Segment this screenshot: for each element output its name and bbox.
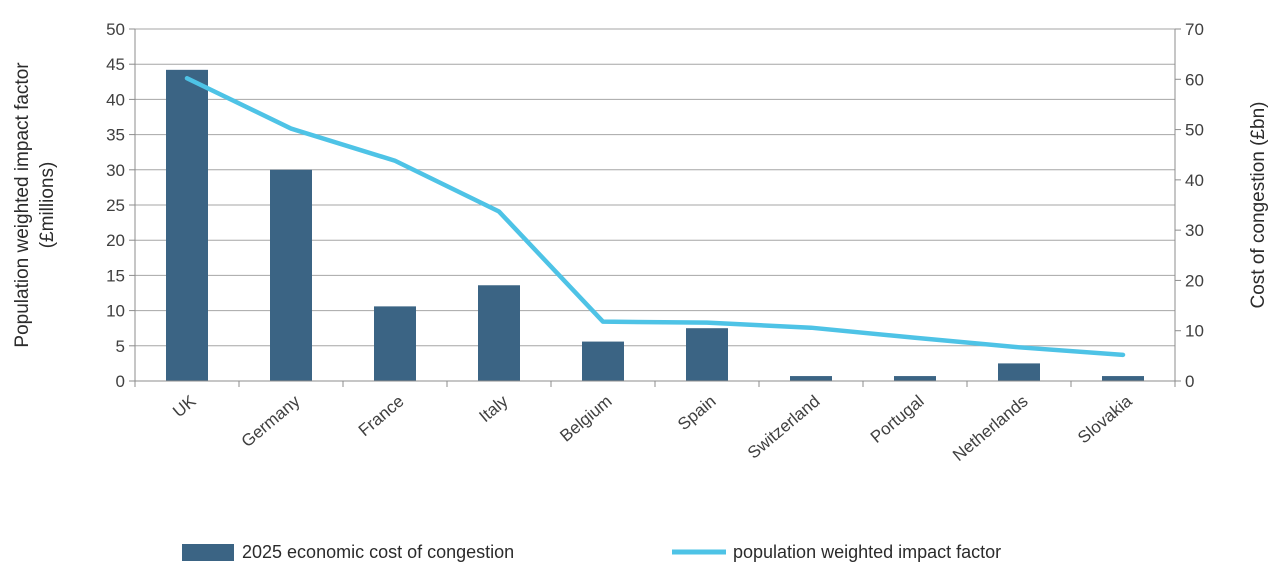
bar xyxy=(686,328,728,381)
category-label: Portugal xyxy=(867,392,928,447)
category-label: Switzerland xyxy=(744,392,824,463)
bar xyxy=(1102,376,1144,381)
y-left-tick-label: 35 xyxy=(106,126,125,145)
category-label: Slovakia xyxy=(1074,391,1136,447)
category-label: Belgium xyxy=(556,392,615,446)
category-label: UK xyxy=(169,391,200,421)
y-axis-left-title-line2: (£millions) xyxy=(37,162,58,249)
bar xyxy=(166,69,208,381)
y-right-tick-label: 30 xyxy=(1185,221,1204,240)
bar-series xyxy=(166,69,1144,381)
y-right-tick-label: 50 xyxy=(1185,121,1204,140)
y-left-tick-label: 40 xyxy=(106,90,125,109)
bar xyxy=(998,363,1040,381)
bar xyxy=(894,376,936,381)
bar xyxy=(270,169,312,381)
y-axis-left-title-line1: Population weighted impact factor xyxy=(12,62,33,348)
legend-bar-swatch xyxy=(182,544,234,561)
y-left-tick-label: 15 xyxy=(106,266,125,285)
y-left-tick-label: 20 xyxy=(106,231,125,250)
legend-line-label: population weighted impact factor xyxy=(733,542,1001,562)
impact-factor-line xyxy=(184,76,1126,358)
category-label: Netherlands xyxy=(949,392,1031,465)
legend-bar-label: 2025 economic cost of congestion xyxy=(242,542,514,562)
bar xyxy=(478,285,520,381)
y-left-tick-label: 30 xyxy=(106,161,125,180)
y-left-tick-label: 10 xyxy=(106,302,125,321)
y-right-tick-label: 20 xyxy=(1185,271,1204,290)
bar xyxy=(374,306,416,381)
category-label: Spain xyxy=(674,392,720,435)
y-left-tick-label: 45 xyxy=(106,55,125,74)
y-left-tick-label: 25 xyxy=(106,196,125,215)
y-right-tick-label: 0 xyxy=(1185,372,1194,391)
y-right-tick-label: 60 xyxy=(1185,70,1204,89)
line-series xyxy=(184,76,1126,358)
bar xyxy=(790,376,832,381)
category-label: France xyxy=(355,392,408,441)
category-label: Germany xyxy=(238,391,304,451)
axes xyxy=(129,28,1181,387)
y-left-tick-label: 50 xyxy=(106,20,125,39)
y-right-tick-label: 70 xyxy=(1185,20,1204,39)
legend: 2025 economic cost of congestion populat… xyxy=(182,542,1001,562)
y-left-tick-label: 0 xyxy=(116,372,125,391)
y-right-tick-label: 10 xyxy=(1185,322,1204,341)
y-left-tick-label: 5 xyxy=(116,337,125,356)
bar xyxy=(582,341,624,381)
y-right-tick-label: 40 xyxy=(1185,171,1204,190)
y-axis-right-title: Cost of congestion (£bn) xyxy=(1248,101,1269,308)
category-label: Italy xyxy=(475,391,511,426)
